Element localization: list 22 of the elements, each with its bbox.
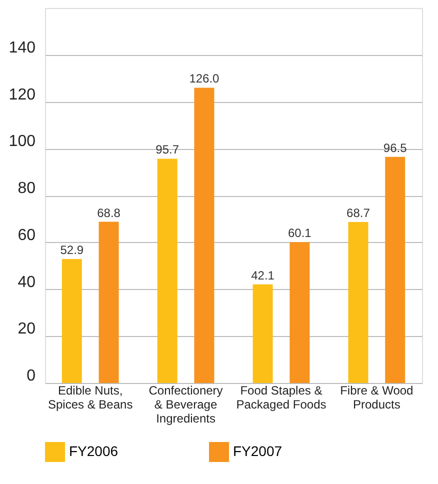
y-tick-label: 120 — [8, 86, 36, 104]
data-label: 68.8 — [97, 206, 121, 220]
y-tick-label: 0 — [26, 368, 36, 384]
y-tick-label: 60 — [18, 226, 36, 244]
data-label: 42.1 — [251, 268, 275, 282]
data-label: 52.9 — [60, 243, 84, 258]
data-label: 68.7 — [346, 206, 370, 220]
legend-label: FY2007 — [233, 443, 282, 459]
y-tick-label: 100 — [8, 133, 36, 150]
data-label: 96.5 — [383, 140, 408, 155]
y-tick-label: 80 — [18, 180, 36, 197]
data-label: 60.1 — [288, 226, 312, 240]
x-tick-label: Fibre & Wood Products — [340, 384, 414, 412]
x-tick-label: Confectionery & Beverage Ingredients — [148, 384, 223, 426]
legend-label: FY2006 — [69, 443, 118, 459]
y-tick-label: 40 — [18, 274, 36, 291]
data-label: 95.7 — [156, 142, 180, 157]
x-tick-label: Edible Nuts, Spices & Beans — [48, 384, 133, 412]
y-tick-label: 20 — [18, 320, 36, 338]
y-tick-label: 140 — [8, 39, 36, 56]
data-label: 126.0 — [189, 72, 220, 86]
x-tick-label: Food Staples & Packaged Foods — [236, 384, 326, 412]
